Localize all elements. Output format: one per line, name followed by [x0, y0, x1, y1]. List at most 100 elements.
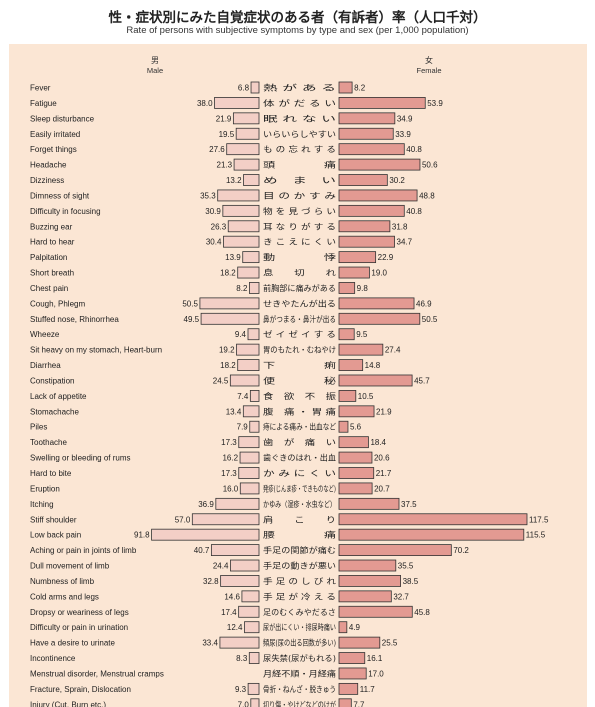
female-bar [338, 528, 525, 541]
female-bar [338, 158, 421, 171]
male-bar [238, 605, 260, 618]
female-value-label: 117.5 [529, 515, 549, 524]
female-bar [338, 482, 373, 495]
male-value-label: 18.2 [220, 361, 236, 370]
male-value-label: 26.3 [211, 222, 227, 231]
category-label-jp: 目 の か す み [263, 191, 336, 200]
female-bar [338, 389, 357, 402]
female-bar [338, 328, 355, 341]
male-bar [248, 652, 260, 664]
female-value-label: 16.1 [367, 654, 383, 663]
female-value-label: 34.7 [397, 238, 413, 247]
category-label-en: Numbness of limb [30, 577, 95, 586]
male-bar [229, 374, 260, 387]
female-bar [338, 497, 400, 510]
male-bar [200, 312, 260, 325]
female-value-label: 30.2 [389, 176, 405, 185]
category-label-jp: も の 忘 れ す る [263, 144, 336, 154]
male-bar [250, 698, 260, 707]
category-label-en: Diarrhea [30, 361, 61, 370]
category-label-en: Sit heavy on my stomach, Heart-burn [30, 346, 162, 355]
female-header-jp: 女 [425, 55, 433, 65]
male-bar [226, 143, 260, 156]
male-bar [223, 235, 260, 248]
male-bar [250, 81, 260, 94]
male-value-label: 7.0 [238, 700, 250, 707]
female-bar [338, 405, 375, 418]
female-value-label: 10.5 [358, 392, 374, 401]
male-value-label: 21.9 [216, 114, 232, 123]
category-label-en: Eruption [30, 484, 60, 493]
male-bar [219, 636, 260, 649]
male-bar [243, 174, 260, 186]
male-bar [247, 328, 260, 341]
category-label-en: Hard to bite [30, 469, 72, 478]
category-label-jp: 眠 れ な い [263, 114, 336, 123]
category-label-en: Injury (Cut, Burn etc.) [30, 700, 106, 707]
female-bar [338, 652, 366, 664]
male-value-label: 57.0 [175, 515, 191, 524]
male-value-label: 16.2 [222, 454, 238, 463]
female-value-label: 46.9 [416, 299, 432, 308]
male-header-en: Male [147, 66, 163, 75]
female-bar [338, 682, 359, 695]
chart-title: 性・症状別にみた自覚症状のある者（有訴者）率（人口千対） [108, 10, 487, 26]
male-bar [230, 559, 260, 572]
category-label-en: Palpitation [30, 253, 67, 262]
male-value-label: 14.6 [224, 592, 240, 601]
category-label-en: Aching or pain in joints of limb [30, 546, 137, 555]
category-label-jp: 切り傷・やけどなどのけが [263, 699, 336, 707]
category-label-jp: せきやたんが出る [263, 298, 336, 308]
female-bar [338, 359, 364, 371]
category-label-jp: 歯 が 痛 い [263, 437, 336, 447]
male-bar [232, 112, 260, 125]
chart-panel: 男 Male 女 Female Fever 6.8 熱 が あ る 8.2 Fatigue 38.… [9, 44, 587, 707]
category-label-jp: 足のむくみやだるさ [263, 608, 336, 617]
female-value-label: 33.9 [395, 130, 411, 139]
female-value-label: 5.6 [350, 423, 362, 432]
category-label-en: Easily irritated [30, 130, 80, 139]
female-bar [338, 81, 353, 94]
female-value-label: 14.8 [365, 361, 381, 370]
female-bar [338, 636, 381, 649]
category-label-jp: 体 が だ る い [263, 98, 336, 108]
category-label-jp: 手足の動きが悪い [263, 561, 336, 571]
male-bar [241, 590, 260, 603]
male-value-label: 12.4 [227, 623, 243, 632]
category-label-en: Have a desire to urinate [30, 639, 115, 648]
female-bar [338, 235, 395, 248]
male-bar [249, 420, 260, 433]
male-value-label: 19.5 [219, 130, 235, 139]
female-bar [338, 266, 370, 279]
female-bar [338, 174, 388, 186]
female-value-label: 37.5 [401, 500, 417, 509]
category-label-jp: 鼻がつまる・鼻汁が出る [263, 314, 336, 324]
category-label-jp: 尿が出にくい・排尿時痛い [263, 622, 336, 632]
male-value-label: 24.4 [213, 562, 229, 571]
category-label-jp: 手 足 が 冷 え る [263, 591, 336, 601]
female-value-label: 9.8 [357, 284, 369, 293]
category-label-en: Stiff shoulder [30, 515, 77, 524]
male-value-label: 38.0 [197, 99, 213, 108]
female-value-label: 4.9 [349, 623, 361, 632]
male-bar [237, 266, 260, 279]
female-bar [338, 590, 392, 603]
category-label-en: Fever [30, 84, 51, 93]
female-value-label: 48.8 [419, 191, 435, 200]
category-label-en: Forget things [30, 145, 77, 154]
male-value-label: 32.8 [203, 577, 219, 586]
female-value-label: 38.5 [403, 577, 419, 586]
category-label-en: Constipation [30, 376, 74, 385]
category-label-en: Wheeze [30, 330, 60, 339]
female-value-label: 45.7 [414, 376, 430, 385]
category-label-jp: 頭 痛 [263, 160, 336, 170]
female-value-label: 45.8 [414, 608, 430, 617]
female-bar [338, 204, 405, 217]
male-bar [239, 451, 260, 464]
male-bar [249, 282, 260, 294]
female-value-label: 7.7 [353, 700, 365, 707]
category-label-jp: か み に く い [263, 469, 336, 478]
female-value-label: 50.5 [422, 315, 438, 324]
category-label-en: Cold arms and legs [30, 592, 99, 601]
category-label-jp: 月経不順・月経痛 [263, 668, 336, 678]
